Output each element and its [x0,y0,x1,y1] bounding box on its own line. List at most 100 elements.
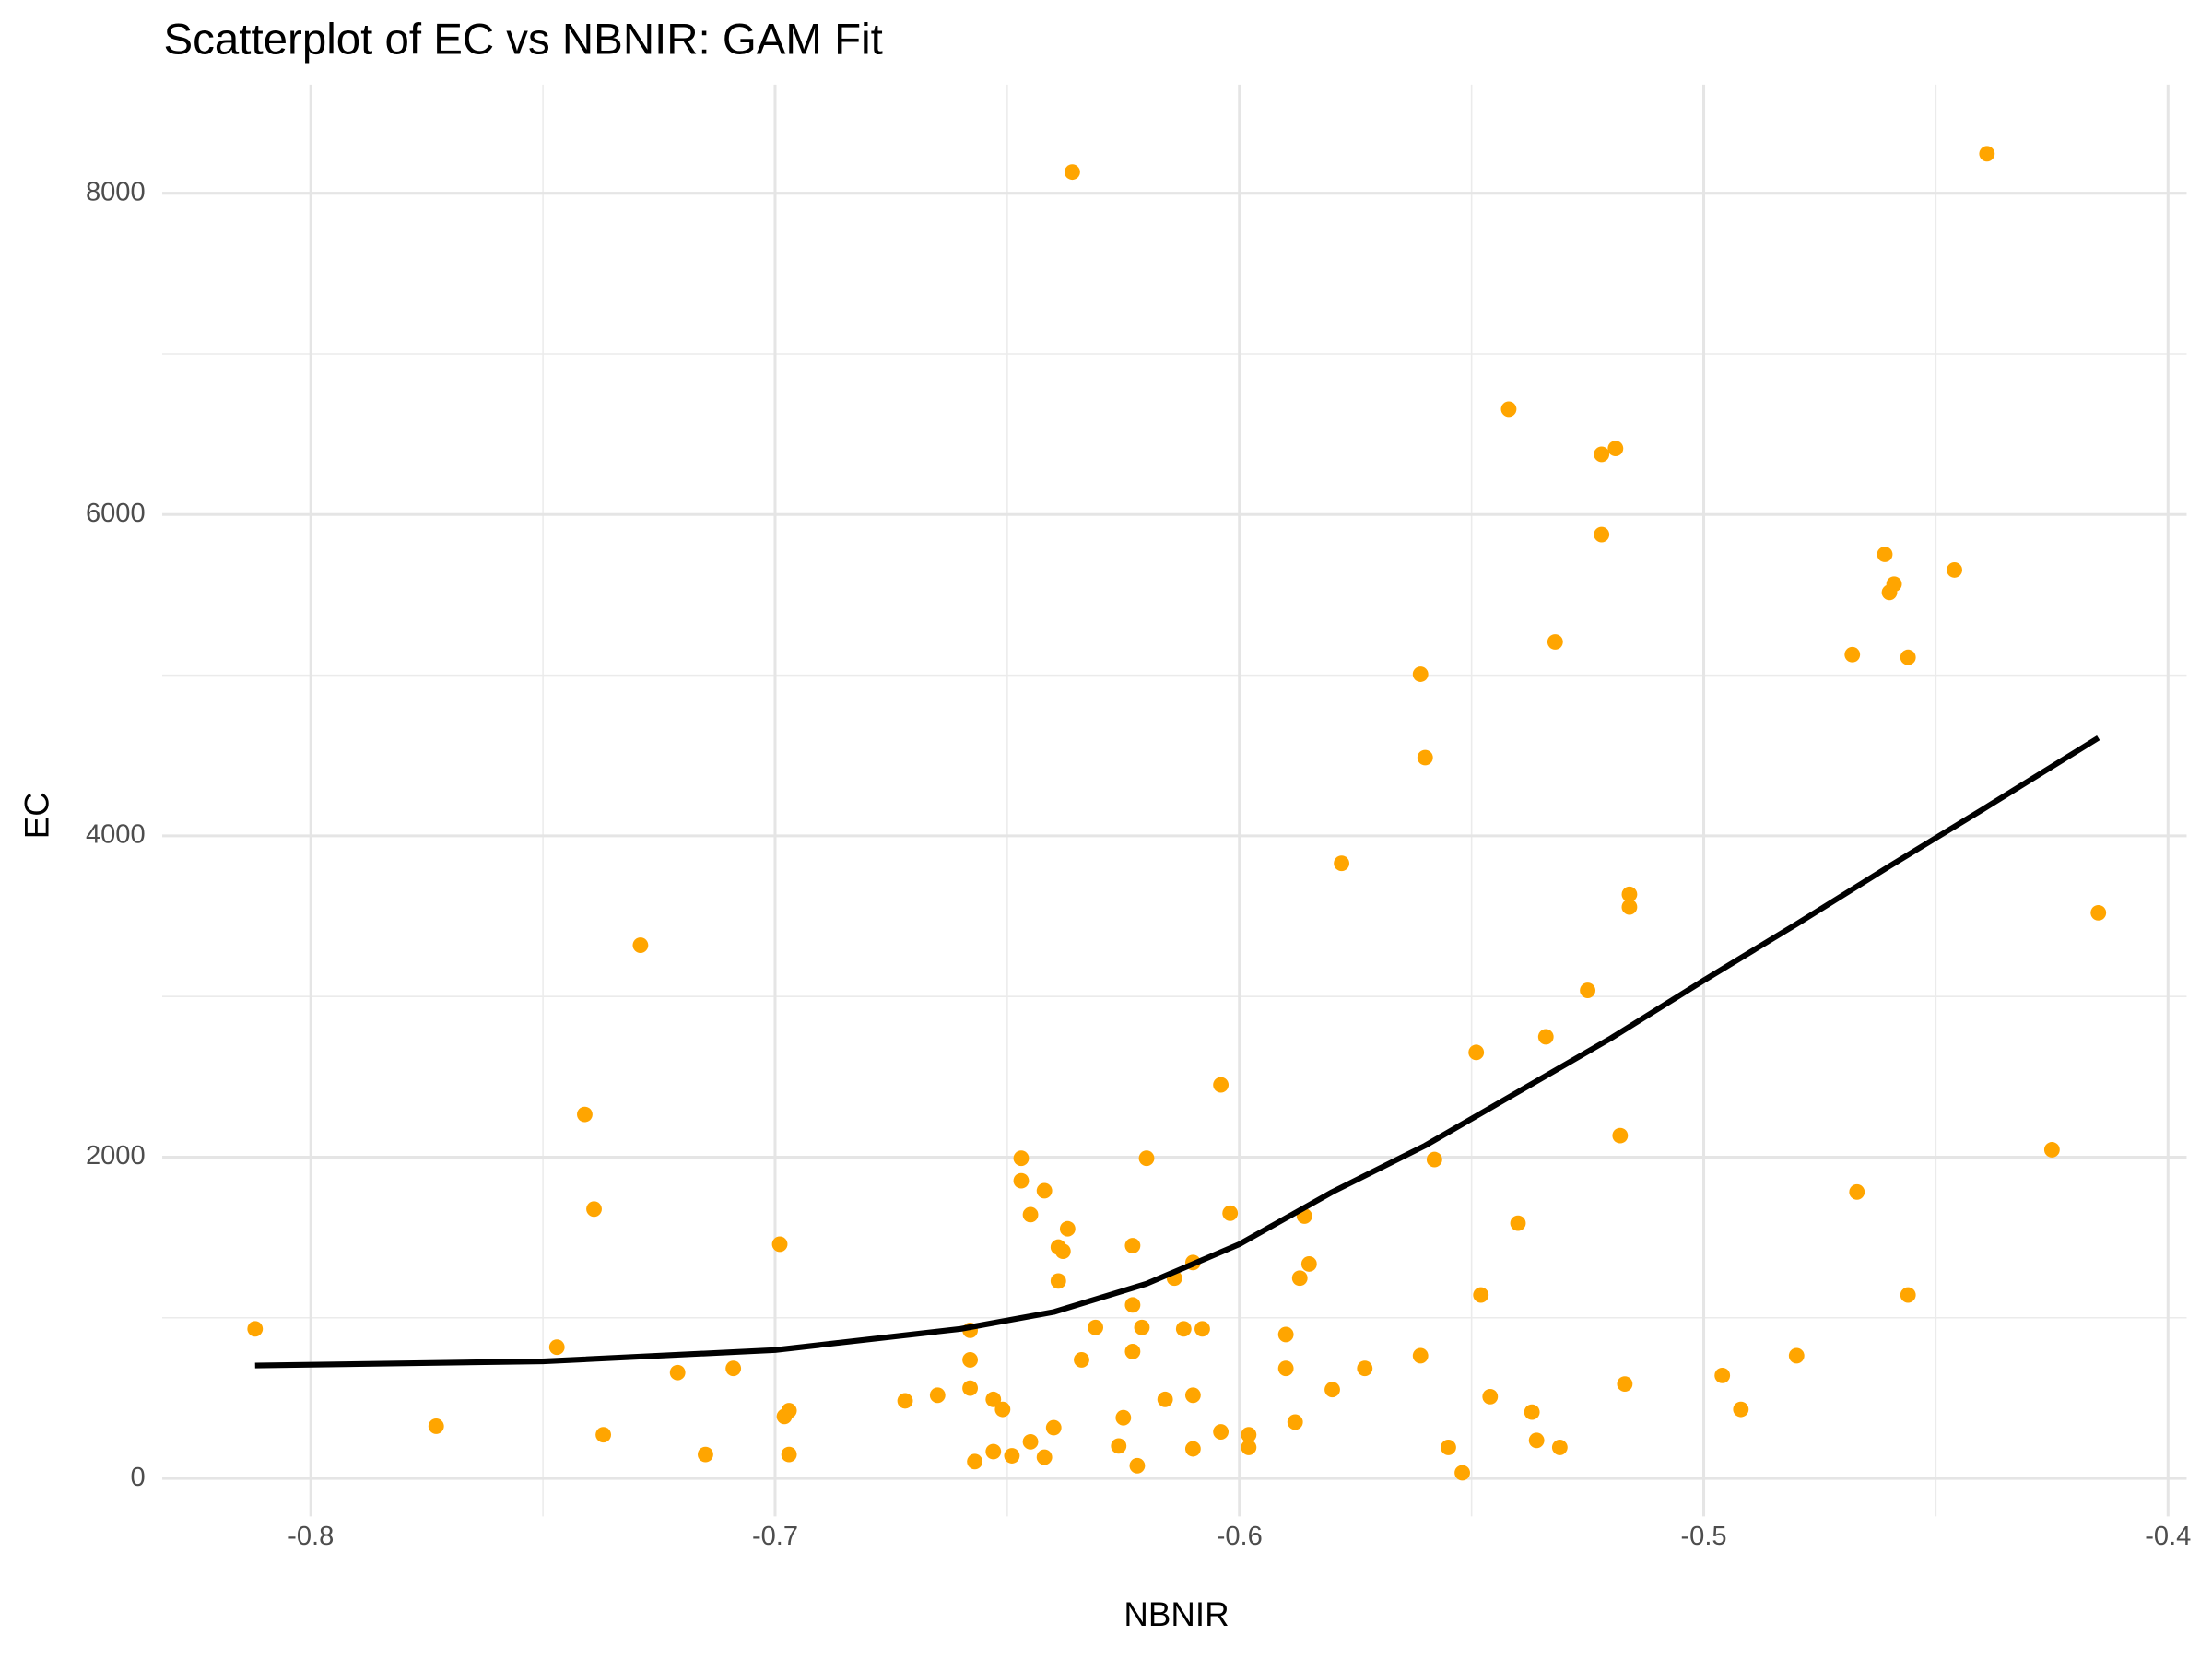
point [1468,1044,1485,1061]
point [962,1352,978,1368]
point [1241,1440,1257,1455]
point [1175,1321,1192,1337]
point [1594,526,1610,543]
point [1441,1440,1456,1455]
point [1184,1387,1201,1404]
point [994,1401,1011,1418]
point [1074,1352,1089,1368]
point [1115,1409,1132,1426]
point [1064,164,1080,181]
x-tick-label: -0.6 [1217,1522,1263,1551]
point [1621,899,1638,915]
point [1013,1150,1030,1167]
point [1454,1465,1470,1481]
point [669,1364,686,1381]
point [1482,1388,1499,1405]
chart-title: Scatterplot of EC vs NBNIR: GAM Fit [164,15,883,64]
point [781,1403,797,1418]
x-tick-label: -0.7 [752,1522,798,1551]
point [1129,1457,1146,1474]
point [1111,1438,1127,1454]
point [1607,441,1624,457]
point [1324,1382,1340,1398]
x-tick-label: -0.8 [288,1522,334,1551]
point [1184,1441,1201,1457]
point [2043,1142,2060,1158]
point [1886,576,1902,593]
point [1979,146,1995,162]
point [1036,1182,1053,1199]
point [771,1236,788,1253]
point [1621,886,1638,902]
point [1045,1419,1062,1436]
point [1900,649,1916,665]
point [1412,666,1429,682]
point [725,1360,742,1377]
x-tick-label: -0.4 [2145,1522,2191,1551]
point [1050,1273,1066,1289]
point [577,1106,593,1123]
point [1022,1206,1039,1223]
point [1088,1319,1104,1335]
point [1036,1449,1053,1465]
point [1547,634,1563,650]
point [1054,1243,1071,1260]
point [1580,982,1596,998]
y-tick-label: 8000 [86,177,146,206]
y-tick-label: 6000 [86,499,146,528]
point [1013,1172,1030,1189]
point [1528,1432,1545,1449]
point [967,1453,983,1470]
point [1426,1151,1442,1168]
point [1157,1391,1173,1407]
point [1714,1367,1731,1383]
point [1124,1238,1141,1253]
x-axis-label: NBNIR [1124,1595,1229,1633]
point [985,1443,1002,1460]
point [1594,446,1610,463]
point [1287,1414,1303,1430]
point [2090,904,2107,921]
point [1500,401,1517,418]
point [1473,1287,1489,1303]
point [1524,1404,1540,1420]
point [1300,1255,1317,1272]
point [1124,1343,1141,1359]
point [1291,1270,1308,1287]
point [1241,1427,1257,1443]
point [595,1427,612,1443]
y-tick-label: 2000 [86,1141,146,1171]
point [1213,1077,1230,1093]
point [1877,547,1893,562]
y-tick-label: 0 [130,1463,145,1492]
point [1849,1183,1865,1200]
point [632,937,649,954]
point [1277,1326,1294,1343]
point [548,1339,565,1356]
point [1334,855,1350,872]
point [1612,1127,1629,1144]
point [1059,1220,1076,1237]
point [698,1446,713,1463]
point [929,1387,946,1404]
grid [162,84,2187,1517]
point [1004,1448,1020,1464]
point [1124,1297,1141,1313]
point [1277,1360,1294,1377]
point [897,1393,913,1409]
point [1134,1319,1150,1335]
point [1022,1433,1039,1450]
point [1551,1440,1568,1455]
point [1417,749,1433,766]
point [1194,1321,1210,1337]
point [1947,561,1962,578]
y-tick-label: 4000 [86,820,146,850]
point [428,1418,444,1434]
point [1617,1376,1633,1393]
y-axis-label: EC [18,792,56,839]
point [1900,1287,1916,1303]
point [1733,1401,1749,1418]
point [1537,1029,1554,1045]
point [1357,1360,1373,1377]
